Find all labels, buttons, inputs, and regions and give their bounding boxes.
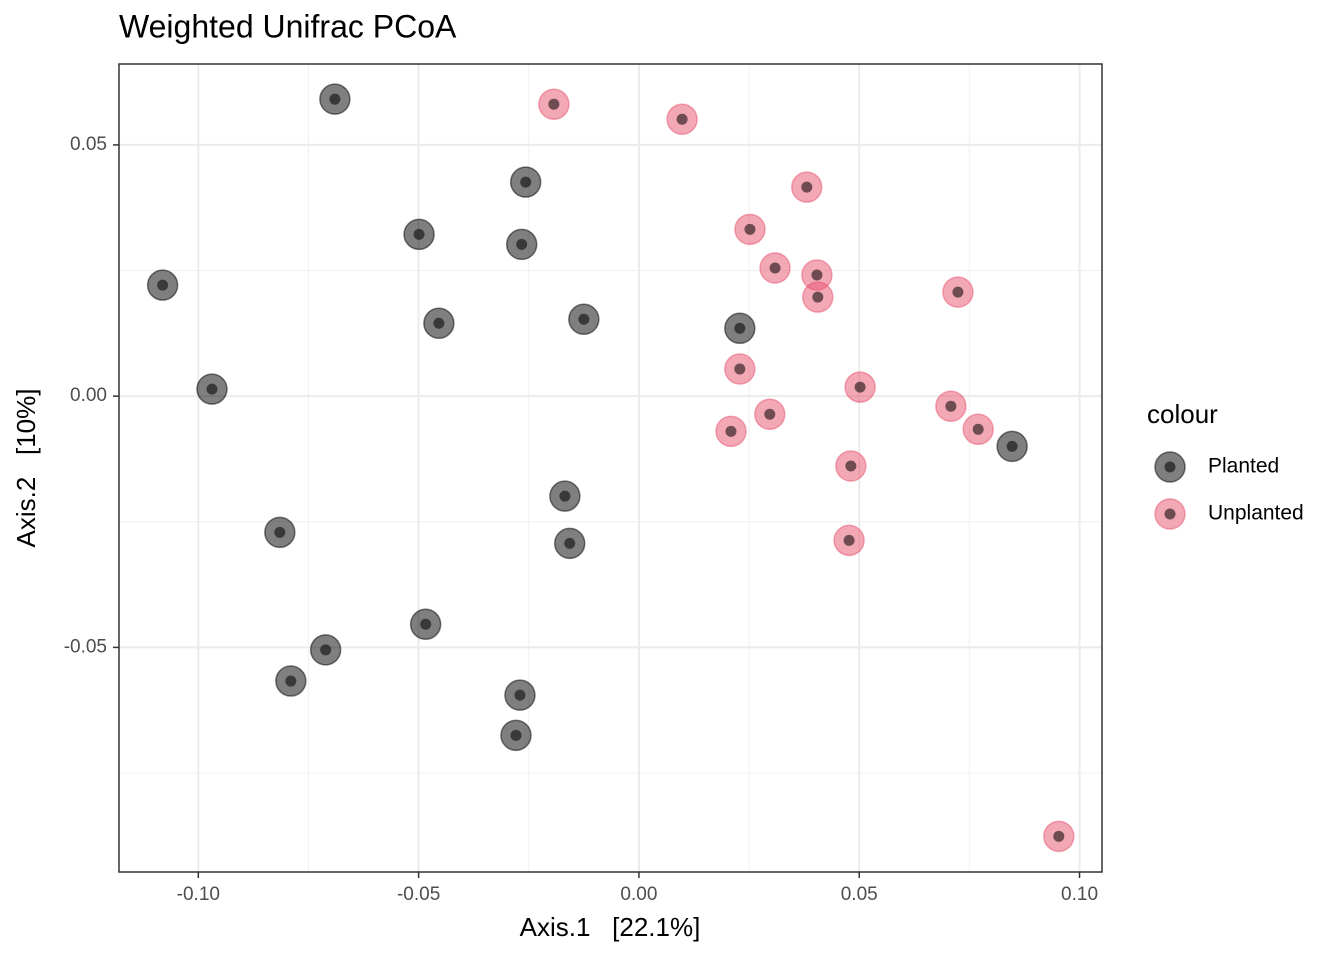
- point: [275, 665, 307, 697]
- point: [568, 303, 600, 336]
- point-core: [520, 176, 532, 188]
- point: [505, 228, 538, 261]
- point-core: [812, 291, 824, 303]
- legend-title: colour: [1147, 399, 1218, 429]
- point: [715, 415, 747, 448]
- point-core: [1164, 508, 1176, 520]
- chart-title: Weighted Unifrac PCoA: [119, 8, 457, 44]
- point: [403, 218, 435, 251]
- point-core: [972, 423, 984, 435]
- point: [802, 281, 834, 313]
- point-core: [516, 238, 528, 250]
- point-core: [676, 113, 688, 125]
- point: [844, 371, 876, 403]
- point-core: [801, 181, 813, 193]
- point: [833, 524, 865, 557]
- point: [409, 608, 442, 641]
- point: [509, 166, 542, 198]
- point: [996, 430, 1028, 463]
- point-core: [945, 400, 957, 412]
- point-core: [157, 279, 169, 291]
- point: [724, 353, 756, 385]
- point: [196, 373, 228, 405]
- point-core: [320, 644, 332, 656]
- legend-label: Unplanted: [1208, 502, 1304, 525]
- point-core: [1164, 461, 1176, 473]
- point: [935, 390, 967, 422]
- point-core: [578, 313, 590, 325]
- x-axis-label: Axis.1 [22.1%]: [520, 912, 701, 942]
- point: [309, 634, 342, 666]
- point: [759, 252, 791, 284]
- point-core: [274, 526, 286, 538]
- x-tick-label: -0.10: [177, 884, 220, 905]
- y-tick-label: -0.05: [64, 636, 107, 657]
- point-core: [734, 363, 746, 375]
- point-core: [744, 223, 756, 235]
- point: [942, 276, 974, 308]
- point: [666, 103, 698, 136]
- y-tick-label: 0.05: [70, 134, 107, 155]
- point: [1043, 820, 1075, 853]
- y-axis-label: Axis.2 [10%]: [11, 389, 41, 548]
- plot-border: [118, 63, 1103, 873]
- point-core: [1006, 440, 1018, 452]
- point: [754, 398, 786, 430]
- x-tick-label: 0.00: [620, 884, 657, 905]
- point: [423, 307, 455, 340]
- point-core: [734, 322, 746, 334]
- point-core: [845, 460, 857, 472]
- point-core: [206, 383, 218, 395]
- point-core: [514, 689, 526, 701]
- point-core: [811, 269, 823, 281]
- x-tick-label: 0.10: [1061, 884, 1098, 905]
- point: [504, 679, 536, 711]
- point: [791, 171, 823, 203]
- point-core: [769, 262, 781, 274]
- point-core: [285, 675, 297, 687]
- point: [835, 450, 867, 482]
- point: [549, 480, 581, 512]
- point: [146, 269, 179, 301]
- point-core: [329, 93, 341, 105]
- point-core: [433, 317, 445, 329]
- point: [553, 527, 586, 560]
- point-core: [1053, 830, 1065, 842]
- point: [734, 213, 766, 246]
- point-core: [843, 534, 855, 546]
- point-core: [548, 98, 560, 110]
- point-core: [510, 729, 522, 741]
- point: [319, 83, 351, 115]
- point-core: [952, 286, 964, 298]
- point-core: [854, 381, 866, 393]
- point: [724, 312, 756, 345]
- x-tick-label: 0.05: [841, 884, 878, 905]
- point-core: [564, 537, 576, 549]
- point-core: [413, 228, 425, 240]
- point: [500, 719, 532, 752]
- y-tick-label: 0.00: [70, 385, 107, 406]
- legend-key: [1154, 498, 1186, 530]
- point: [264, 516, 296, 549]
- point: [538, 88, 570, 120]
- point-core: [559, 490, 571, 502]
- point: [962, 413, 994, 446]
- point-core: [725, 425, 737, 437]
- legend-label: Planted: [1208, 455, 1279, 478]
- point-core: [764, 408, 776, 420]
- point-core: [420, 618, 432, 630]
- x-tick-label: -0.05: [397, 884, 440, 905]
- legend-key: [1154, 451, 1186, 483]
